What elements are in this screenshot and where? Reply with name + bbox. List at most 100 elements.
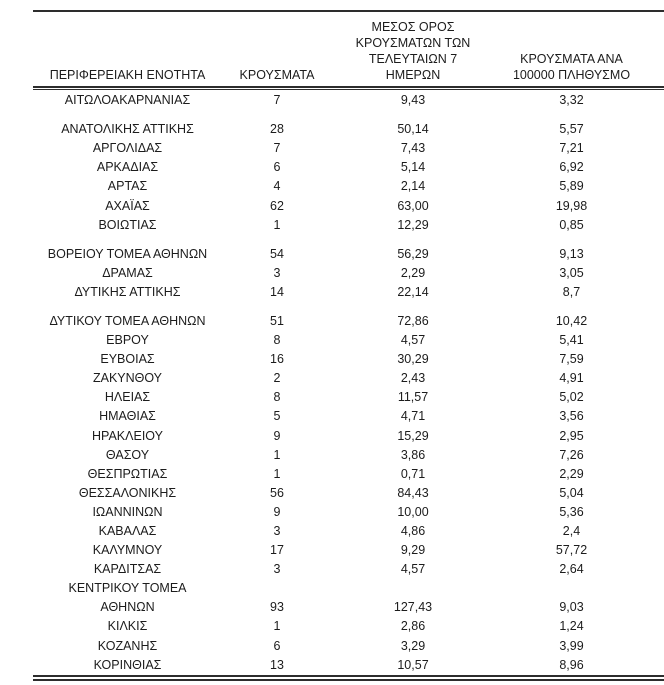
cases-per-100000-cell: 8,96 <box>559 657 584 672</box>
cases-per-100000-cell: 5,04 <box>559 485 584 500</box>
cases-per-100000-cell: 2,29 <box>559 466 584 481</box>
cases-cell: 4 <box>273 179 281 194</box>
cases-cell: 7 <box>273 93 281 108</box>
region-name-cell: ΚΟΖΑΝΗΣ <box>97 638 158 653</box>
region-name-cell: ΘΑΣΟΥ <box>105 447 150 462</box>
cases-cell: 93 <box>270 600 284 615</box>
avg-7-days-cell: 9,29 <box>400 543 426 558</box>
cases-per-100000-cell: 3,32 <box>559 93 584 108</box>
region-name-cell: ΑΝΑΤΟΛΙΚΗΣ ΑΤΤΙΚΗΣ <box>61 122 194 137</box>
cases-cell: 1 <box>273 466 281 481</box>
avg-7-days-cell: 12,29 <box>397 217 429 232</box>
cases-per-100000-cell: 2,4 <box>562 524 581 539</box>
table-bottom-rule <box>33 674 664 681</box>
region-name-cell: ΑΙΤΩΛΟΑΚΑΡΝΑΝΙΑΣ <box>64 93 191 108</box>
cases-per-100000-cell: 57,72 <box>555 543 588 558</box>
avg-7-days-cell: 22,14 <box>397 284 429 299</box>
region-name-cell: ΘΕΣΠΡΩΤΙΑΣ <box>87 466 168 481</box>
avg-7-days-cell: 127,43 <box>393 600 433 615</box>
cases-per-100000-cell: 3,05 <box>559 265 584 280</box>
table-row: ΚΙΛΚΙΣ 1 2,86 1,24 <box>33 617 664 636</box>
cases-per-100000-cell: 7,26 <box>559 447 584 462</box>
table-row: ΚΕΝΤΡΙΚΟΥ ΤΟΜΕΑ <box>33 579 664 598</box>
avg-7-days-cell: 10,57 <box>397 657 429 672</box>
row-spacer <box>33 302 664 312</box>
cases-per-100000-cell: 5,41 <box>559 333 584 348</box>
table-row: ΑΘΗΝΩΝ 93 127,43 9,03 <box>33 598 664 617</box>
avg-7-days-cell: 5,14 <box>400 160 426 175</box>
avg-7-days-cell: 9,43 <box>400 93 426 108</box>
regional-cases-table: ΠΕΡΙΦΕΡΕΙΑΚΗ ΕΝΟΤΗΤΑ ΚΡΟΥΣΜΑΤΑ ΜΕΣΟΣ ΟΡΟ… <box>33 10 664 681</box>
avg-7-days-cell: 3,86 <box>400 447 426 462</box>
cases-per-100000-cell: 3,99 <box>559 638 584 653</box>
avg-7-days-cell: 63,00 <box>397 198 429 213</box>
cases-cell: 5 <box>273 409 281 424</box>
cases-cell: 6 <box>273 638 281 653</box>
cases-per-100000-cell: 4,91 <box>559 371 584 386</box>
region-name-cell: ΔΥΤΙΚΟΥ ΤΟΜΕΑ ΑΘΗΝΩΝ <box>49 313 206 328</box>
region-name-cell: ΚΕΝΤΡΙΚΟΥ ΤΟΜΕΑ <box>68 581 187 596</box>
avg-7-days-cell: 10,00 <box>397 504 429 519</box>
avg-7-days-cell: 50,14 <box>397 122 429 137</box>
cases-cell: 56 <box>270 485 284 500</box>
cases-cell: 9 <box>273 504 281 519</box>
table-row: ΗΡΑΚΛΕΙΟΥ 9 15,29 2,95 <box>33 427 664 446</box>
table-row: ΘΕΣΠΡΩΤΙΑΣ 1 0,71 2,29 <box>33 465 664 484</box>
table-row: ΑΡΓΟΛΙΔΑΣ 7 7,43 7,21 <box>33 139 664 158</box>
cases-per-100000-cell: 2,95 <box>559 428 584 443</box>
header-regional-unit: ΠΕΡΙΦΕΡΕΙΑΚΗ ΕΝΟΤΗΤΑ <box>49 68 206 82</box>
avg-7-days-cell: 4,86 <box>400 524 426 539</box>
cases-per-100000-cell: 7,21 <box>559 141 584 156</box>
avg-7-days-cell: 72,86 <box>397 313 429 328</box>
cases-cell: 1 <box>273 619 281 634</box>
cases-per-100000-cell: 5,89 <box>559 179 584 194</box>
cases-cell: 6 <box>273 160 281 175</box>
table-row: ΑΝΑΤΟΛΙΚΗΣ ΑΤΤΙΚΗΣ 28 50,14 5,57 <box>33 120 664 139</box>
cases-cell: 3 <box>273 562 281 577</box>
region-name-cell: ΗΜΑΘΙΑΣ <box>99 409 156 424</box>
table-row: ΙΩΑΝΝΙΝΩΝ 9 10,00 5,36 <box>33 503 664 522</box>
table-row: ΚΑΛΥΜΝΟΥ 17 9,29 57,72 <box>33 541 664 560</box>
cases-cell: 8 <box>273 390 281 405</box>
table-row: ΑΧΑΪΑΣ 62 63,00 19,98 <box>33 196 664 215</box>
table-row: ΔΡΑΜΑΣ 3 2,29 3,05 <box>33 264 664 283</box>
cases-cell: 7 <box>273 141 281 156</box>
region-name-cell: ΑΡΚΑΔΙΑΣ <box>96 160 159 175</box>
table-header-row: ΠΕΡΙΦΕΡΕΙΑΚΗ ΕΝΟΤΗΤΑ ΚΡΟΥΣΜΑΤΑ ΜΕΣΟΣ ΟΡΟ… <box>33 12 664 86</box>
table-row: ΗΛΕΙΑΣ 8 11,57 5,02 <box>33 388 664 407</box>
cases-cell: 1 <box>273 217 281 232</box>
avg-7-days-cell: 56,29 <box>397 246 429 261</box>
avg-7-days-cell: 4,57 <box>400 562 426 577</box>
table-row: ΒΟΙΩΤΙΑΣ 1 12,29 0,85 <box>33 216 664 235</box>
cases-cell: 3 <box>273 265 281 280</box>
region-name-cell: ΚΙΛΚΙΣ <box>107 619 148 634</box>
avg-7-days-cell: 2,43 <box>400 371 426 386</box>
cases-cell: 54 <box>270 246 284 261</box>
cases-cell: 9 <box>273 428 281 443</box>
cases-per-100000-cell: 5,02 <box>559 390 584 405</box>
region-name-cell: ΗΛΕΙΑΣ <box>104 390 151 405</box>
cases-cell: 14 <box>270 284 284 299</box>
cases-per-100000-cell: 7,59 <box>559 352 584 367</box>
header-cases-per-100000: ΚΡΟΥΣΜΑΤΑ ΑΝΑ 100000 ΠΛΗΘΥΣΜΟ <box>512 52 631 82</box>
cases-per-100000-cell: 19,98 <box>555 198 588 213</box>
region-name-cell: ΔΥΤΙΚΗΣ ΑΤΤΙΚΗΣ <box>74 284 181 299</box>
region-name-cell: ΒΟΡΕΙΟΥ ΤΟΜΕΑ ΑΘΗΝΩΝ <box>47 246 208 261</box>
region-name-cell: ΕΥΒΟΙΑΣ <box>100 352 155 367</box>
cases-cell: 62 <box>270 198 284 213</box>
cases-cell: 51 <box>270 313 284 328</box>
header-cases: ΚΡΟΥΣΜΑΤΑ <box>239 68 315 82</box>
cases-cell: 16 <box>270 352 284 367</box>
region-name-cell: ΔΡΑΜΑΣ <box>102 265 153 280</box>
table-row: ΒΟΡΕΙΟΥ ΤΟΜΕΑ ΑΘΗΝΩΝ 54 56,29 9,13 <box>33 245 664 264</box>
table-row: ΕΒΡΟΥ 8 4,57 5,41 <box>33 331 664 350</box>
cases-cell: 8 <box>273 333 281 348</box>
table-row: ΑΙΤΩΛΟΑΚΑΡΝΑΝΙΑΣ 7 9,43 3,32 <box>33 91 664 110</box>
table-row: ΑΡΚΑΔΙΑΣ 6 5,14 6,92 <box>33 158 664 177</box>
region-name-cell: ΗΡΑΚΛΕΙΟΥ <box>92 428 163 443</box>
cases-per-100000-cell: 9,13 <box>559 246 584 261</box>
region-name-cell: ΒΟΙΩΤΙΑΣ <box>98 217 157 232</box>
avg-7-days-cell: 0,71 <box>400 466 426 481</box>
cases-cell: 2 <box>273 371 281 386</box>
